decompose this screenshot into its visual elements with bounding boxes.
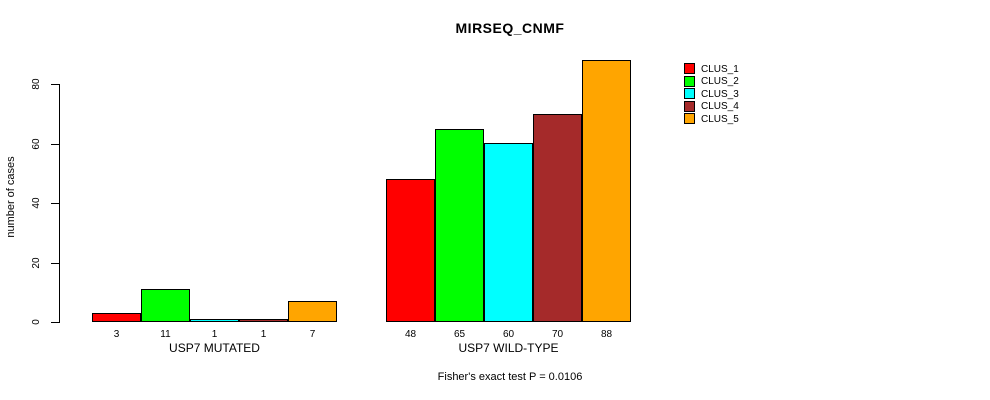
legend-label: CLUS_2 xyxy=(701,76,739,87)
subtitle-fisher-test: Fisher's exact test P = 0.0106 xyxy=(437,371,583,383)
bar xyxy=(484,143,533,322)
chart-title: MIRSEQ_CNMF xyxy=(455,20,565,36)
bar xyxy=(288,301,337,322)
bar-value-label: 88 xyxy=(600,329,613,340)
bar-value-label: 65 xyxy=(453,329,466,340)
group-label: USP7 WILD-TYPE xyxy=(458,341,559,355)
y-tick xyxy=(51,263,60,264)
y-tick xyxy=(51,144,60,145)
legend-swatch xyxy=(684,101,695,112)
y-tick-label: 40 xyxy=(31,197,42,209)
bar-value-label: 1 xyxy=(260,329,267,340)
y-axis-label: number of cases xyxy=(5,156,17,238)
group-label: USP7 MUTATED xyxy=(169,341,260,355)
legend-swatch xyxy=(684,63,695,74)
bar xyxy=(141,289,190,322)
bar-value-label: 48 xyxy=(404,329,417,340)
y-tick xyxy=(51,322,60,323)
bar-value-label: 7 xyxy=(309,329,316,340)
y-tick-label: 0 xyxy=(31,319,42,325)
y-tick xyxy=(51,203,60,204)
bar xyxy=(533,114,582,322)
bar-value-label: 60 xyxy=(502,329,515,340)
bar xyxy=(190,319,239,322)
y-tick-label: 60 xyxy=(31,138,42,150)
bar xyxy=(435,129,484,322)
bar xyxy=(386,179,435,322)
y-tick-label: 20 xyxy=(31,257,42,269)
legend-label: CLUS_3 xyxy=(701,89,739,100)
bar-value-label: 1 xyxy=(211,329,218,340)
bar-value-label: 3 xyxy=(113,329,120,340)
legend-swatch xyxy=(684,113,695,124)
legend-swatch xyxy=(684,88,695,99)
legend-label: CLUS_4 xyxy=(701,101,739,112)
legend-swatch xyxy=(684,76,695,87)
bar xyxy=(582,60,631,322)
bar xyxy=(92,313,141,322)
bar-value-label: 70 xyxy=(551,329,564,340)
y-tick-label: 80 xyxy=(31,78,42,90)
bar-value-label: 11 xyxy=(160,329,171,340)
legend-label: CLUS_1 xyxy=(701,64,739,75)
bar xyxy=(239,319,288,322)
legend-label: CLUS_5 xyxy=(701,114,739,125)
y-tick xyxy=(51,84,60,85)
